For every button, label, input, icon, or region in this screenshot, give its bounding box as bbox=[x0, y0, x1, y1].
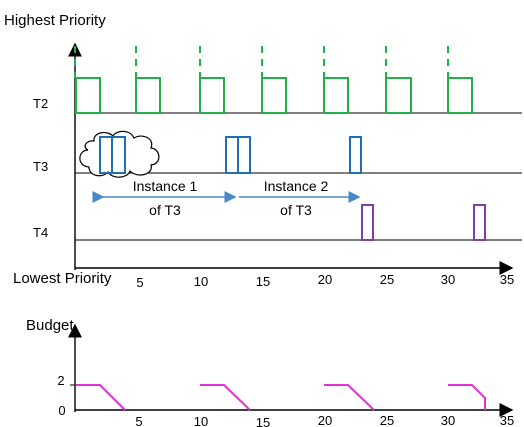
t2-job bbox=[261, 77, 287, 114]
budget-y-tick-label: 0 bbox=[58, 403, 65, 418]
t4-job bbox=[361, 204, 374, 241]
t2-job bbox=[135, 77, 161, 114]
t3-jobs bbox=[99, 136, 362, 174]
budget-segment bbox=[324, 384, 375, 411]
t2-job bbox=[447, 77, 473, 114]
budget-title: Budget bbox=[26, 317, 74, 334]
t2-job bbox=[199, 77, 225, 114]
budget-segment bbox=[448, 384, 486, 410]
budget-x-tick-label: 20 bbox=[318, 413, 332, 427]
lowest-priority-label: Lowest Priority bbox=[13, 270, 112, 287]
x-tick-label: 35 bbox=[500, 272, 514, 287]
t4-job bbox=[473, 204, 486, 241]
budget-x-tick-label: 15 bbox=[256, 415, 270, 427]
budget-x-tick-label: 35 bbox=[500, 413, 514, 427]
t4-jobs bbox=[361, 204, 486, 241]
highest-priority-label: Highest Priority bbox=[4, 12, 106, 29]
instance-1-label-line1: Instance 1 bbox=[133, 178, 198, 194]
row-label-t2: T2 bbox=[33, 96, 48, 111]
budget-y-tick-label: 2 bbox=[57, 373, 64, 388]
budget-curve bbox=[76, 384, 486, 411]
x-tick-label: 15 bbox=[256, 274, 270, 289]
budget-segment bbox=[76, 384, 126, 411]
t2-job bbox=[323, 77, 349, 114]
t3-job bbox=[225, 136, 239, 174]
instance-1-label-line2: of T3 bbox=[149, 202, 181, 218]
budget-x-tick-label: 10 bbox=[194, 414, 208, 427]
row-label-t4: T4 bbox=[33, 225, 48, 240]
instance-2-label-line2: of T3 bbox=[280, 202, 312, 218]
t3-job bbox=[237, 136, 251, 174]
t2-jobs bbox=[74, 46, 473, 114]
t3-job bbox=[111, 136, 126, 174]
x-tick-label: 10 bbox=[194, 274, 208, 289]
t2-job bbox=[75, 77, 101, 114]
budget-x-tick-label: 25 bbox=[380, 413, 394, 427]
t2-job bbox=[385, 77, 412, 114]
budget-x-tick-label: 30 bbox=[441, 413, 455, 427]
budget-x-tick-label: 5 bbox=[135, 414, 142, 427]
x-tick-label: 30 bbox=[441, 272, 455, 287]
row-label-t3: T3 bbox=[33, 159, 48, 174]
t3-job bbox=[349, 136, 362, 174]
budget-segment bbox=[200, 384, 251, 411]
x-tick-label: 25 bbox=[380, 272, 394, 287]
x-tick-label: 20 bbox=[318, 272, 332, 287]
x-tick-label: 5 bbox=[136, 275, 143, 290]
cloud-icon bbox=[79, 130, 160, 178]
instance-2-label-line1: Instance 2 bbox=[264, 178, 329, 194]
